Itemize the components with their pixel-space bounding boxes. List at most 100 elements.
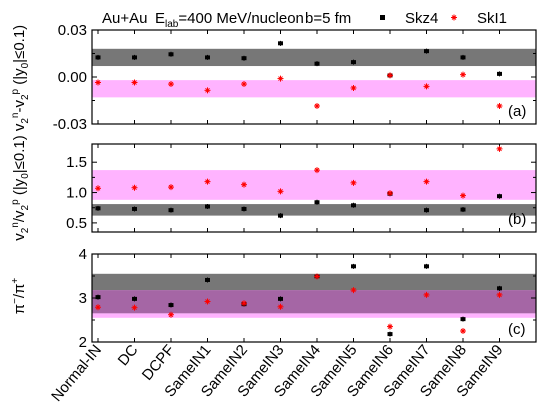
point-ski1 [350,84,357,91]
point-ski1 [131,79,138,86]
point-skz4 [497,193,502,199]
marker-square [351,60,356,65]
band-0 [92,48,536,67]
point-skz4 [241,55,247,61]
panel-a: -0.03 0.00 0.03 (a) [53,22,537,133]
panel-tag: (a) [508,103,526,120]
marker-star-d2 [168,184,174,190]
point-skz4 [132,206,137,212]
header-energy: Elab=400 MeV/nucleon [155,10,304,30]
y-tick-label: -0.03 [53,116,87,133]
point-skz4 [168,51,174,57]
marker-square [132,296,137,301]
point-skz4 [132,296,137,302]
legend-marker-skz4 [380,15,385,20]
x-tick-label: DC [115,342,142,370]
marker-square [424,49,429,54]
point-skz4 [497,71,502,77]
marker-square [168,303,174,308]
marker-square [460,55,466,60]
marker-square [351,264,356,269]
marker-star-d2 [278,76,283,81]
header-energy-value: =400 MeV/nucleon [178,10,304,27]
point-skz4 [278,296,283,302]
marker-square [205,204,210,209]
point-skz4 [241,206,247,212]
point-ski1 [423,178,430,185]
marker-square [95,55,101,60]
point-ski1 [350,287,357,294]
band-1 [92,204,536,216]
point-skz4 [168,207,174,213]
point-ski1 [277,303,284,310]
marker-square [95,206,101,211]
marker-square [132,206,137,211]
point-ski1 [241,81,247,88]
header-impact: b=5 fm [305,10,351,27]
point-skz4 [278,40,283,46]
marker-star-d2 [351,85,356,91]
marker-star-d2 [497,146,502,152]
point-ski1 [460,192,466,199]
marker-star-d2 [387,324,393,329]
point-ski1 [314,167,320,174]
marker-star-d2 [314,167,320,173]
point-ski1 [387,72,393,79]
marker-star-d2 [314,103,320,109]
point-ski1 [168,81,174,88]
point-skz4 [351,263,356,269]
point-ski1 [423,83,430,90]
point-ski1 [277,75,284,82]
marker-square [241,206,247,211]
band-1 [92,290,536,314]
point-skz4 [95,54,101,60]
marker-star-d2 [351,287,356,293]
y-tick-label: 0.00 [58,69,87,86]
band-1 [92,80,536,98]
marker-star-d2 [278,304,283,310]
point-skz4 [497,285,502,291]
marker-star-d2 [95,80,101,85]
point-ski1 [168,311,174,318]
marker-star-d2 [424,179,429,184]
x-tick-label: Normal-IN [48,342,105,405]
point-skz4 [424,263,429,269]
marker-star-d2 [132,185,137,191]
point-ski1 [241,181,247,188]
marker-star-d2 [387,190,393,196]
marker-star-d2 [497,103,502,109]
band-0 [92,273,536,291]
panel-tag: (b) [508,211,526,228]
marker-star-d2 [168,81,174,87]
marker-square [460,207,466,212]
point-ski1 [277,188,284,195]
point-skz4 [205,204,210,210]
panel-c: 2 3 4 (c) [79,246,537,351]
y-tick-label: 1.0 [66,185,87,202]
marker-square [278,213,283,218]
x-tick-labels: Normal-IN DCDCPFSameIN1SameIN2SameIN3Same… [48,342,506,405]
point-ski1 [314,102,320,109]
point-skz4 [314,61,320,67]
point-ski1 [314,273,320,280]
point-skz4 [95,294,101,300]
point-ski1 [241,300,247,307]
marker-star-d2 [278,188,283,194]
panel-frame [91,143,537,233]
panel-tag: (c) [508,321,526,338]
marker-star-d2 [241,182,247,188]
point-skz4 [387,331,393,337]
marker-square [205,277,210,282]
point-skz4 [424,48,429,54]
marker-star-d2 [205,299,210,304]
marker-star-d2 [95,304,101,310]
y-labels: v2n-v2p (|y0|≤0.1) v2n/v2p (|y0|≤0.1) π−… [10,25,31,314]
marker-star-d2 [351,180,356,186]
header-system: Au+Au [102,10,147,27]
point-ski1 [95,79,101,86]
marker-square [278,41,283,46]
point-ski1 [387,323,393,330]
marker-star-d2 [205,179,210,184]
legend-label-ski1: SkI1 [477,10,507,27]
marker-square [314,61,320,66]
